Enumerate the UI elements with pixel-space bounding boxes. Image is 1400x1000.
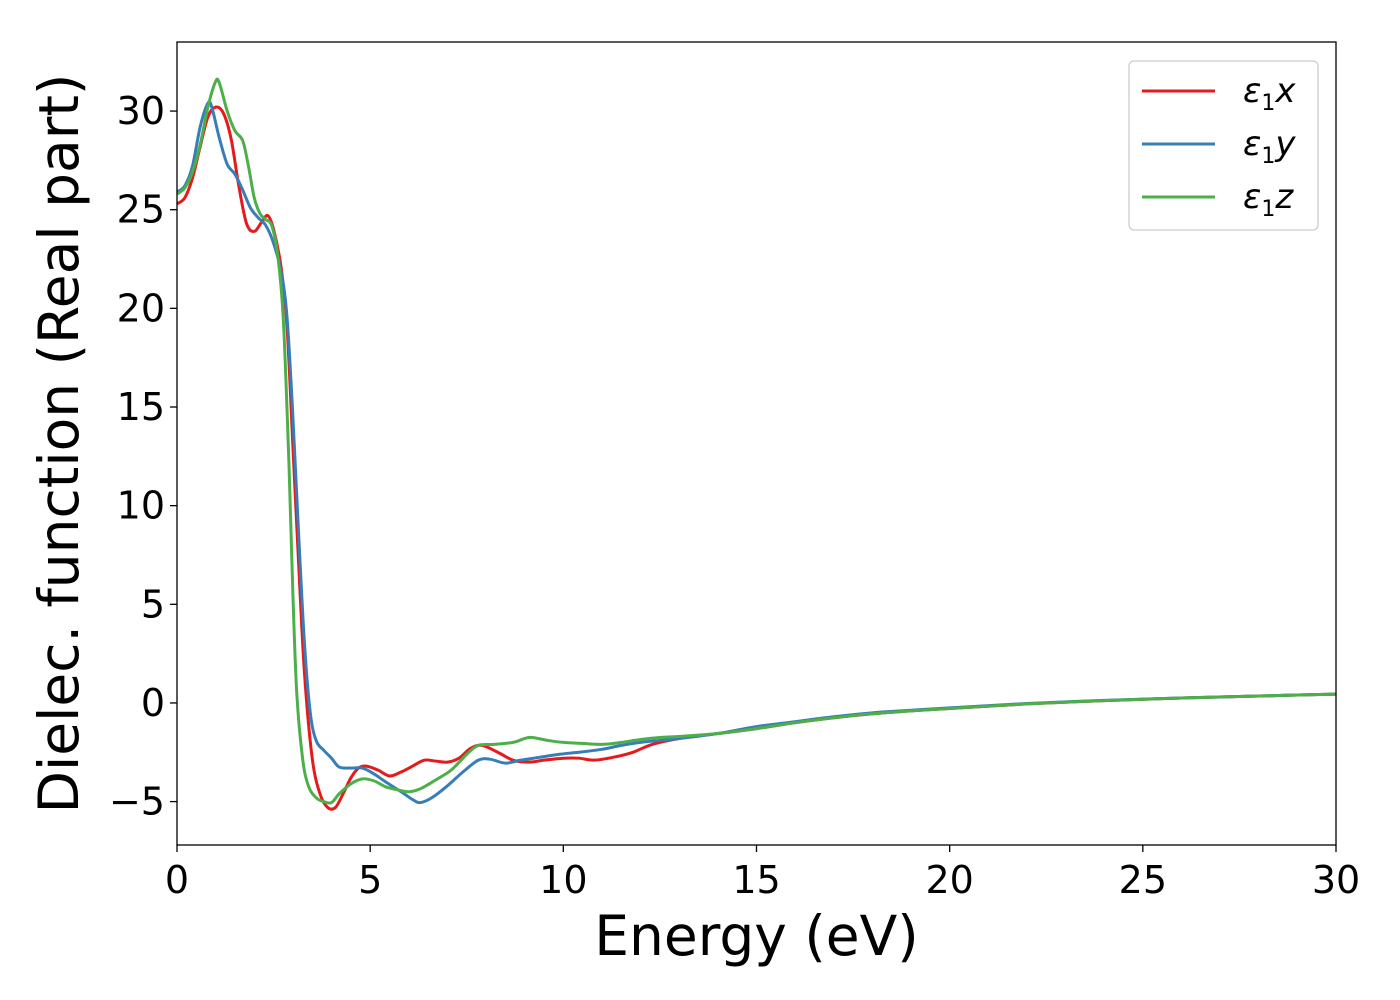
y-tick-label: 5: [141, 582, 165, 626]
legend: ε1x ε1y ε1z: [1128, 60, 1319, 231]
legend-label-x: ε1x: [1243, 71, 1296, 116]
x-tick-label: 20: [925, 858, 973, 902]
y-tick-label: 30: [117, 89, 165, 133]
x-tick-label: 10: [539, 858, 587, 902]
y-tick-label: 20: [117, 286, 165, 330]
x-tick-label: 30: [1312, 858, 1360, 902]
x-tick-label: 15: [732, 858, 780, 902]
legend-label-y: ε1y: [1243, 124, 1296, 169]
x-axis-title: Energy (eV): [594, 904, 918, 968]
series-line-z: [177, 77, 1336, 805]
legend-label-z: ε1z: [1243, 177, 1294, 222]
y-axis-title: Dielec. function (Real part): [27, 74, 91, 814]
plot-lines: [177, 77, 1336, 811]
y-tick-label: 10: [117, 484, 165, 528]
legend-box: [1128, 60, 1319, 231]
x-tick-label: 0: [165, 858, 189, 902]
y-axis: −5 0 5 10 15 20 25 30: [109, 89, 177, 824]
x-tick-label: 25: [1119, 858, 1167, 902]
y-tick-label: 15: [117, 385, 165, 429]
x-tick-label: 5: [358, 858, 382, 902]
y-tick-label: 0: [141, 681, 165, 725]
y-tick-label: −5: [109, 780, 165, 824]
x-axis: 0 5 10 15 20 25 30: [165, 845, 1360, 902]
y-tick-label: 25: [117, 188, 165, 232]
